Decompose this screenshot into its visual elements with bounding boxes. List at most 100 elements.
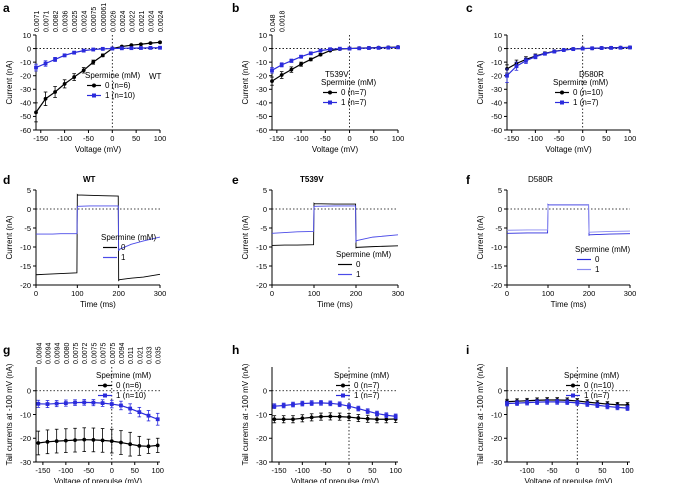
data-point — [272, 404, 277, 409]
data-point — [309, 415, 314, 420]
series-0 — [36, 427, 160, 457]
p-value-label: 0.0025 — [72, 10, 79, 32]
x-axis-label: Time (ms) — [80, 300, 116, 309]
x-axis-label: Voltage (mV) — [312, 145, 359, 154]
genotype-label: D580R — [528, 175, 553, 184]
series-0 — [34, 40, 162, 123]
data-point — [308, 51, 313, 56]
p-value-label: 0.0026 — [110, 10, 117, 32]
legend-marker — [92, 83, 96, 88]
y-tick-label: -60 — [491, 126, 502, 135]
data-point — [155, 417, 160, 422]
series-line — [271, 205, 399, 244]
data-point — [34, 65, 38, 70]
legend-marker — [341, 383, 345, 388]
y-tick-label: -10 — [20, 243, 31, 252]
data-point — [367, 46, 371, 50]
legend-marker — [560, 90, 564, 95]
legend-title: Spermine (mM) — [553, 78, 608, 87]
y-axis-label: Current (nA) — [476, 60, 485, 104]
data-point — [82, 400, 87, 405]
legend-marker — [328, 90, 332, 95]
data-point — [571, 47, 576, 52]
x-tick-label: 0 — [110, 134, 114, 143]
data-point — [43, 61, 48, 66]
x-axis-label: Voltage (mV) — [75, 145, 122, 154]
series-0 — [271, 202, 399, 249]
data-point — [299, 62, 303, 67]
data-point — [81, 48, 86, 53]
y-tick-label: 0 — [263, 387, 267, 396]
p-value-label: 0.000061 — [101, 3, 108, 32]
series-1 — [36, 205, 161, 252]
y-tick-label: -5 — [260, 224, 267, 233]
legend: Spermine (mM)0 (n=6)1 (n=10) — [96, 371, 151, 400]
data-point — [515, 401, 519, 405]
legend-entry: 0 — [595, 255, 600, 264]
data-point — [393, 414, 398, 419]
data-point — [565, 400, 570, 405]
data-point — [91, 47, 96, 52]
data-point — [337, 414, 342, 419]
data-point — [81, 68, 86, 73]
x-tick-label: 100 — [392, 134, 405, 143]
x-tick-label: -50 — [320, 134, 331, 143]
data-point — [45, 402, 50, 406]
data-point — [365, 416, 370, 421]
data-point — [91, 60, 96, 65]
legend: Spermine (mM)0 (n=10)1 (n=7) — [553, 78, 608, 107]
p-value-label: 0.0094 — [55, 342, 62, 364]
p-value-label: 0.0018 — [280, 10, 287, 32]
y-tick-label: -40 — [20, 99, 31, 108]
y-axis-label: Tail currents at -100 mV (nA) — [476, 363, 485, 465]
y-tick-label: -15 — [491, 262, 502, 271]
x-axis-label: Voltage of prepulse (mV) — [524, 477, 612, 483]
data-point — [279, 62, 284, 67]
x-axis-label: Time (ms) — [317, 300, 353, 309]
data-point — [100, 401, 105, 405]
y-axis-label: Current (nA) — [476, 215, 485, 259]
data-point — [384, 413, 389, 418]
x-tick-label: -100 — [295, 466, 310, 475]
data-point — [54, 439, 59, 443]
y-tick-label: 10 — [259, 31, 267, 40]
data-point — [365, 409, 370, 414]
panel-i: i 0 -10 -20 -30 -100 -50 0 50 100 Voltage of prepu… — [466, 343, 634, 483]
x-tick-label: -150 — [269, 134, 284, 143]
data-point — [618, 45, 623, 50]
data-point — [128, 406, 133, 411]
x-tick-label: -100 — [520, 466, 535, 475]
x-tick-label: 0 — [575, 466, 579, 475]
data-point — [561, 48, 566, 52]
p-value-label: 0.0024 — [82, 10, 89, 32]
panel-letter: c — [466, 1, 473, 15]
data-point — [524, 58, 528, 63]
data-point — [110, 46, 115, 51]
y-tick-label: -10 — [20, 410, 31, 419]
y-tick-label: -40 — [256, 99, 267, 108]
x-tick-label: 50 — [370, 134, 378, 143]
data-point — [628, 45, 632, 50]
y-tick-label: -50 — [20, 112, 31, 121]
data-point — [62, 81, 67, 86]
y-tick-label: -10 — [256, 243, 267, 252]
x-tick-label: 300 — [624, 289, 637, 298]
x-axis-label: Voltage (mV) — [545, 145, 592, 154]
x-tick-label: 50 — [132, 134, 140, 143]
x-tick-label: -50 — [320, 466, 331, 475]
data-point — [43, 96, 48, 101]
panel-letter: h — [232, 343, 239, 357]
legend-marker — [92, 93, 96, 98]
x-tick-label: -100 — [57, 134, 72, 143]
x-tick-label: 100 — [154, 134, 167, 143]
y-tick-label: -10 — [256, 410, 267, 419]
y-tick-label: -20 — [491, 434, 502, 443]
p-value-label: 0.048 — [270, 14, 277, 32]
data-point — [555, 400, 560, 404]
p-value-label: 0.0071 — [44, 10, 51, 32]
p-value-label: 0.0075 — [91, 342, 98, 364]
y-tick-label: -30 — [491, 458, 502, 467]
series-0 — [35, 193, 161, 282]
data-point — [53, 90, 57, 94]
